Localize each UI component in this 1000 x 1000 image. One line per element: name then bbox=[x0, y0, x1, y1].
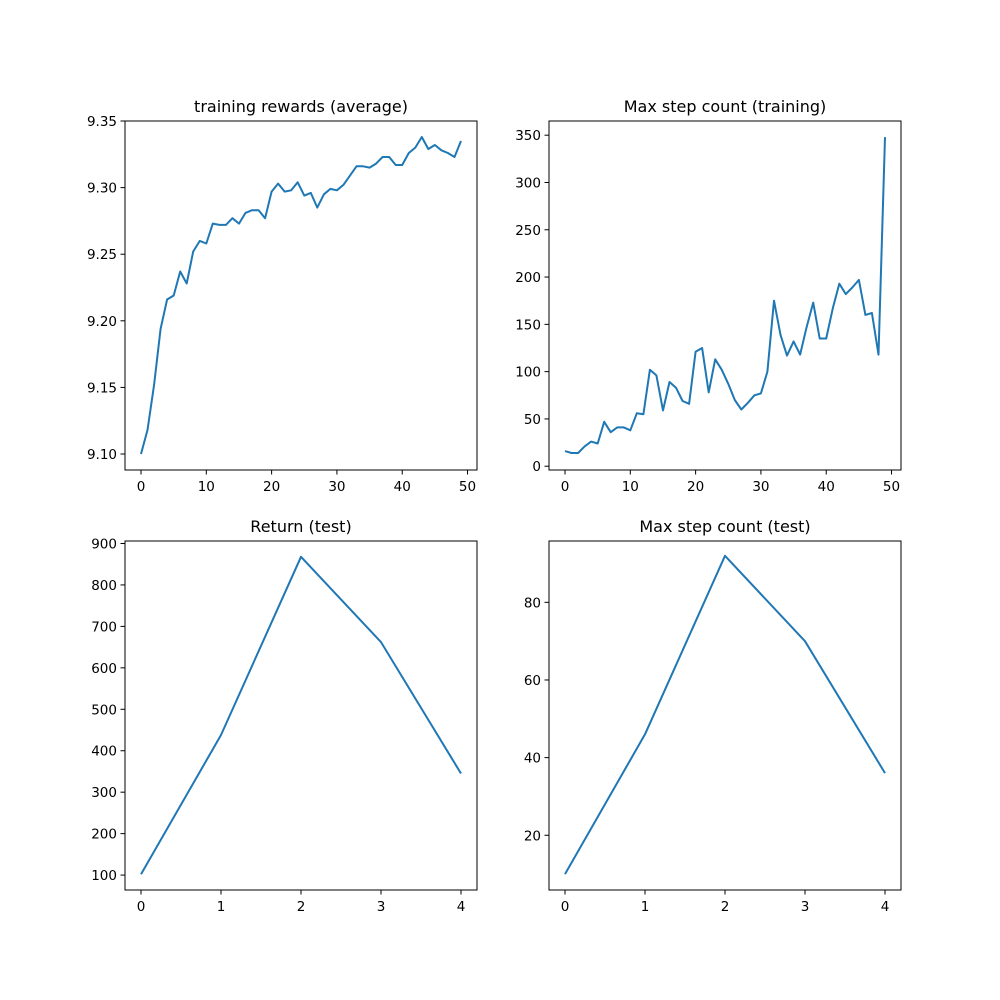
subplot-max-step-training: Max step count (training) 05010015020025… bbox=[515, 97, 902, 495]
y-tick-label: 250 bbox=[515, 223, 541, 239]
x-tick-label: 30 bbox=[752, 479, 769, 495]
y-tick-label: 9.10 bbox=[87, 447, 117, 463]
y-tick-label: 500 bbox=[91, 702, 117, 718]
x-tick-label: 3 bbox=[801, 899, 810, 915]
x-tick-label: 1 bbox=[217, 899, 226, 915]
y-tick-label: 600 bbox=[91, 661, 117, 677]
x-tick-label: 0 bbox=[137, 899, 146, 915]
data-line bbox=[564, 554, 886, 875]
x-tick-label: 40 bbox=[818, 479, 835, 495]
subplot-title: Max step count (test) bbox=[639, 517, 810, 536]
y-tick-label: 900 bbox=[91, 536, 117, 552]
x-tick-label: 20 bbox=[687, 479, 704, 495]
y-tick-label: 40 bbox=[524, 751, 541, 767]
x-tick-label: 50 bbox=[459, 479, 476, 495]
x-tick-label: 40 bbox=[394, 479, 411, 495]
y-tick-label: 300 bbox=[91, 785, 117, 801]
x-axis-ticks: 0 1 2 3 4 bbox=[561, 890, 890, 915]
x-axis-ticks: 0 10 20 30 40 50 bbox=[137, 470, 476, 495]
y-tick-label: 80 bbox=[524, 595, 541, 611]
axes-frame bbox=[548, 120, 902, 471]
x-tick-label: 30 bbox=[328, 479, 345, 495]
data-line bbox=[140, 555, 462, 875]
x-tick-label: 10 bbox=[622, 479, 639, 495]
x-tick-label: 3 bbox=[377, 899, 386, 915]
y-tick-label: 100 bbox=[515, 365, 541, 381]
x-tick-label: 10 bbox=[198, 479, 215, 495]
x-tick-label: 50 bbox=[883, 479, 900, 495]
y-tick-label: 200 bbox=[91, 827, 117, 843]
y-tick-label: 9.20 bbox=[87, 314, 117, 330]
subplot-title: Max step count (training) bbox=[624, 97, 827, 116]
y-tick-label: 9.30 bbox=[87, 181, 117, 197]
y-axis-ticks: 9.10 9.15 9.20 9.25 9.30 9.35 bbox=[87, 114, 125, 463]
subplot-title: Return (test) bbox=[250, 517, 351, 536]
y-tick-label: 9.35 bbox=[87, 114, 117, 130]
y-axis-ticks: 20 40 60 80 bbox=[524, 595, 549, 844]
subplot-training-rewards: training rewards (average) 9.109.159.209… bbox=[87, 97, 478, 495]
x-axis-ticks: 0 10 20 30 40 50 bbox=[561, 470, 900, 495]
y-axis-ticks: 0 50 100 150 200 250 300 350 bbox=[515, 128, 549, 475]
data-line bbox=[140, 136, 462, 455]
y-tick-label: 200 bbox=[515, 270, 541, 286]
y-tick-label: 800 bbox=[91, 578, 117, 594]
x-tick-label: 0 bbox=[561, 479, 570, 495]
data-line bbox=[564, 137, 886, 454]
subplot-return-test: Return (test) 100 200 300 400 500 600 700 800 90… bbox=[91, 517, 478, 915]
y-tick-label: 9.25 bbox=[87, 247, 117, 263]
x-tick-label: 2 bbox=[721, 899, 730, 915]
y-tick-label: 100 bbox=[91, 868, 117, 884]
y-tick-label: 150 bbox=[515, 317, 541, 333]
y-tick-label: 50 bbox=[524, 412, 541, 428]
x-tick-label: 0 bbox=[561, 899, 570, 915]
y-tick-label: 0 bbox=[532, 459, 541, 475]
x-tick-label: 20 bbox=[263, 479, 280, 495]
y-tick-label: 20 bbox=[524, 828, 541, 844]
x-tick-label: 2 bbox=[297, 899, 306, 915]
y-tick-label: 400 bbox=[91, 744, 117, 760]
y-tick-label: 350 bbox=[515, 128, 541, 144]
y-axis-ticks: 100 200 300 400 500 600 700 800 900 bbox=[91, 536, 125, 884]
subplot-title: training rewards (average) bbox=[194, 97, 408, 116]
y-tick-label: 60 bbox=[524, 673, 541, 689]
x-tick-label: 4 bbox=[457, 899, 466, 915]
axes-frame bbox=[548, 540, 902, 891]
x-tick-label: 1 bbox=[641, 899, 650, 915]
subplot-max-step-test: Max step count (test) 20 40 60 80 0 1 2 3 4 bbox=[524, 517, 902, 915]
x-axis-ticks: 0 1 2 3 4 bbox=[137, 890, 466, 915]
x-tick-label: 4 bbox=[881, 899, 890, 915]
y-tick-label: 9.15 bbox=[87, 380, 117, 396]
y-tick-label: 300 bbox=[515, 175, 541, 191]
axes-frame bbox=[124, 540, 478, 891]
y-tick-label: 700 bbox=[91, 619, 117, 635]
axes-frame bbox=[124, 120, 478, 471]
x-tick-label: 0 bbox=[137, 479, 146, 495]
